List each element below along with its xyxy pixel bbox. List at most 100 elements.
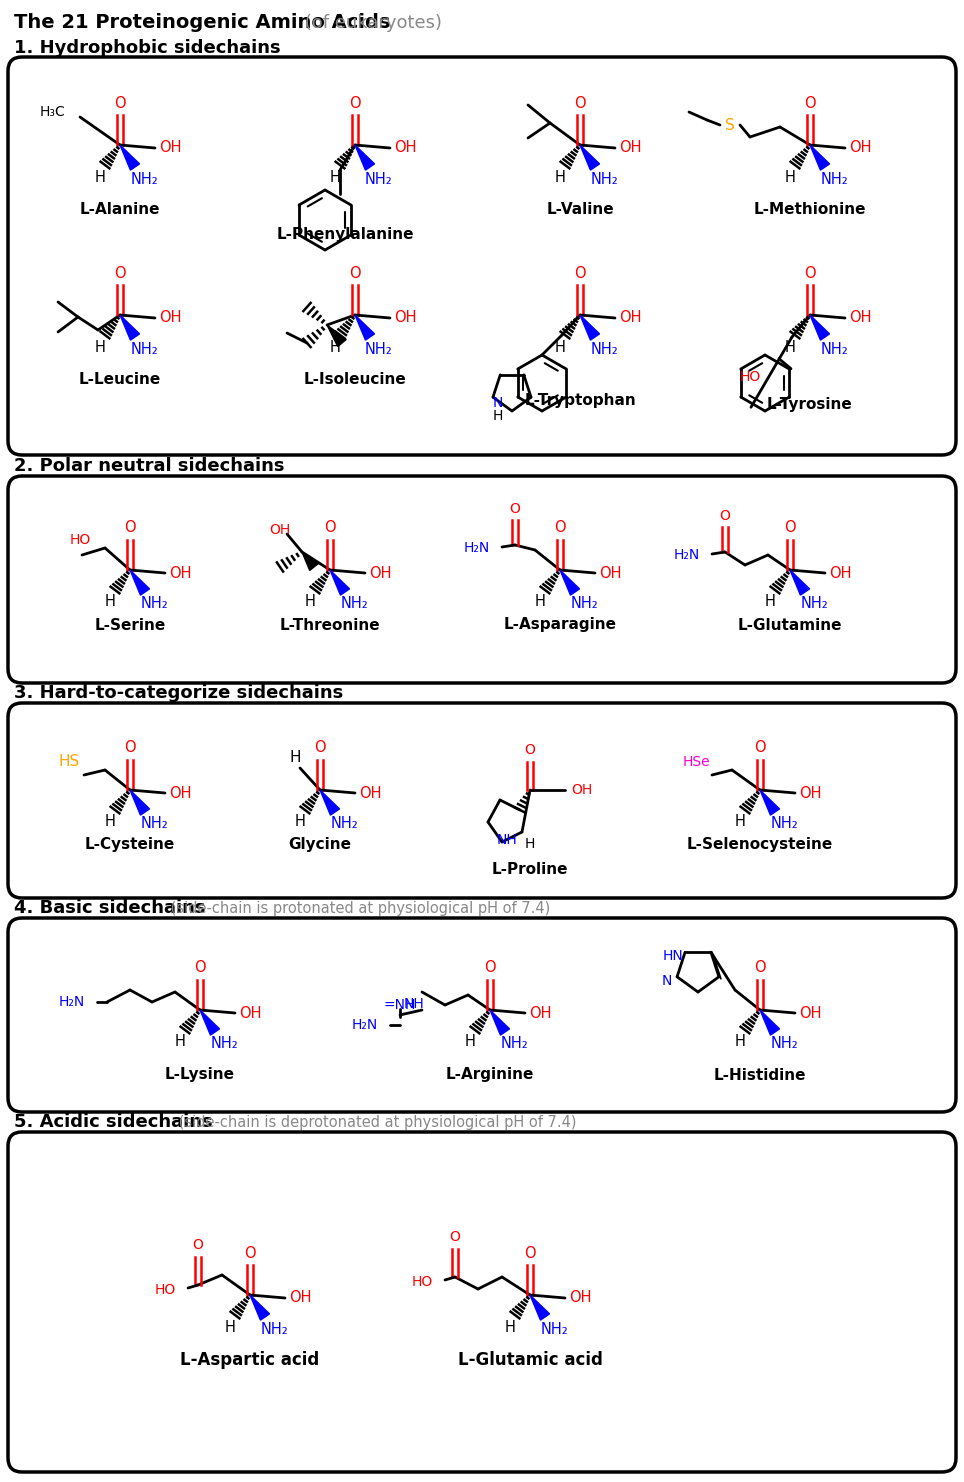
Text: 2. Polar neutral sidechains: 2. Polar neutral sidechains: [14, 456, 284, 476]
Text: O: O: [575, 95, 586, 111]
Text: OH: OH: [393, 311, 416, 326]
Text: O: O: [510, 502, 521, 516]
Text: H₂N: H₂N: [464, 541, 490, 554]
Text: NH₂: NH₂: [210, 1036, 238, 1052]
Text: Glycine: Glycine: [288, 837, 352, 852]
Text: OH: OH: [159, 311, 181, 326]
Text: O: O: [554, 520, 566, 535]
Polygon shape: [530, 1295, 549, 1320]
Text: L-Glutamic acid: L-Glutamic acid: [458, 1352, 602, 1369]
Text: O: O: [719, 508, 731, 523]
Text: HN: HN: [662, 948, 683, 963]
Text: OH: OH: [528, 1005, 551, 1021]
Text: S: S: [725, 117, 735, 132]
Text: H: H: [295, 815, 306, 830]
Polygon shape: [320, 790, 339, 815]
Text: NH₂: NH₂: [570, 596, 598, 612]
Text: L-Cysteine: L-Cysteine: [85, 837, 175, 852]
Text: 3. Hard-to-categorize sidechains: 3. Hard-to-categorize sidechains: [14, 685, 343, 702]
Polygon shape: [810, 316, 830, 339]
Text: NH₂: NH₂: [260, 1322, 288, 1337]
Polygon shape: [760, 790, 780, 815]
Polygon shape: [120, 316, 140, 339]
Text: H: H: [104, 815, 116, 830]
Text: NH₂: NH₂: [800, 596, 828, 612]
Text: OH: OH: [799, 1005, 821, 1021]
Text: OH: OH: [569, 1291, 591, 1306]
Text: L-Phenylalanine: L-Phenylalanine: [277, 228, 414, 243]
Text: NH₂: NH₂: [330, 817, 358, 831]
Text: OH: OH: [572, 782, 593, 797]
Text: H: H: [504, 1319, 516, 1334]
Polygon shape: [327, 325, 346, 347]
Text: H: H: [785, 169, 795, 184]
Polygon shape: [302, 551, 318, 571]
Polygon shape: [580, 145, 600, 170]
Text: OH: OH: [848, 311, 871, 326]
Text: H₂N: H₂N: [352, 1018, 378, 1031]
Text: H: H: [174, 1034, 185, 1049]
Text: H: H: [535, 594, 546, 609]
Polygon shape: [120, 145, 140, 170]
Text: (side-chain is protonated at physiological pH of 7.4): (side-chain is protonated at physiologic…: [166, 901, 550, 916]
Text: O: O: [194, 960, 205, 975]
Text: O: O: [124, 520, 136, 535]
Text: O: O: [575, 265, 586, 280]
Text: L-Selenocysteine: L-Selenocysteine: [687, 837, 833, 852]
Text: H: H: [524, 837, 535, 851]
Text: L-Tyrosine: L-Tyrosine: [767, 397, 853, 412]
Text: H₃C: H₃C: [40, 105, 65, 119]
Text: L-Proline: L-Proline: [492, 863, 568, 877]
Text: OH: OH: [799, 785, 821, 800]
Text: OH: OH: [599, 566, 621, 581]
Text: L-Threonine: L-Threonine: [280, 618, 381, 633]
Text: H₂N: H₂N: [59, 994, 85, 1009]
Text: O: O: [114, 95, 126, 111]
Text: HS: HS: [59, 754, 80, 769]
Text: 5. Acidic sidechains: 5. Acidic sidechains: [14, 1113, 213, 1131]
Text: O: O: [784, 520, 796, 535]
Text: H: H: [330, 339, 340, 354]
Text: L-Valine: L-Valine: [547, 203, 614, 218]
Text: O: O: [524, 1245, 536, 1261]
Text: HO: HO: [69, 534, 91, 547]
Text: L-Tryptophan: L-Tryptophan: [524, 393, 636, 408]
Text: NH₂: NH₂: [590, 341, 618, 357]
Text: H: H: [330, 169, 340, 184]
Text: NH: NH: [404, 997, 424, 1011]
Text: N: N: [662, 974, 672, 988]
Polygon shape: [355, 316, 375, 339]
Text: L-Asparagine: L-Asparagine: [503, 618, 617, 633]
Text: OH: OH: [829, 566, 851, 581]
Text: NH₂: NH₂: [140, 817, 168, 831]
Text: NH₂: NH₂: [130, 341, 158, 357]
Text: L-Leucine: L-Leucine: [79, 372, 161, 387]
Text: L-Arginine: L-Arginine: [445, 1067, 534, 1082]
Polygon shape: [130, 571, 149, 596]
Text: OH: OH: [393, 141, 416, 156]
Text: H: H: [465, 1034, 475, 1049]
Text: L-Alanine: L-Alanine: [80, 203, 160, 218]
Text: OH: OH: [169, 785, 191, 800]
Text: H: H: [305, 594, 315, 609]
Polygon shape: [200, 1011, 220, 1034]
Text: O: O: [449, 1230, 461, 1243]
Text: NH₂: NH₂: [820, 341, 848, 357]
Text: HO: HO: [739, 369, 761, 384]
Text: H₂N: H₂N: [674, 548, 700, 562]
Text: The 21 Proteinogenic Amino Acids: The 21 Proteinogenic Amino Acids: [14, 13, 390, 33]
Polygon shape: [130, 790, 149, 815]
Text: OH: OH: [239, 1005, 261, 1021]
Text: L-Lysine: L-Lysine: [165, 1067, 235, 1082]
Polygon shape: [330, 571, 350, 596]
Polygon shape: [760, 1011, 780, 1034]
Text: O: O: [754, 741, 765, 756]
Text: O: O: [524, 742, 535, 757]
Text: L-Isoleucine: L-Isoleucine: [304, 372, 407, 387]
Text: H: H: [225, 1319, 235, 1334]
Text: NH₂: NH₂: [820, 172, 848, 187]
Text: OH: OH: [619, 141, 641, 156]
Text: H: H: [94, 169, 105, 184]
Polygon shape: [490, 1011, 510, 1034]
Text: H: H: [104, 594, 116, 609]
